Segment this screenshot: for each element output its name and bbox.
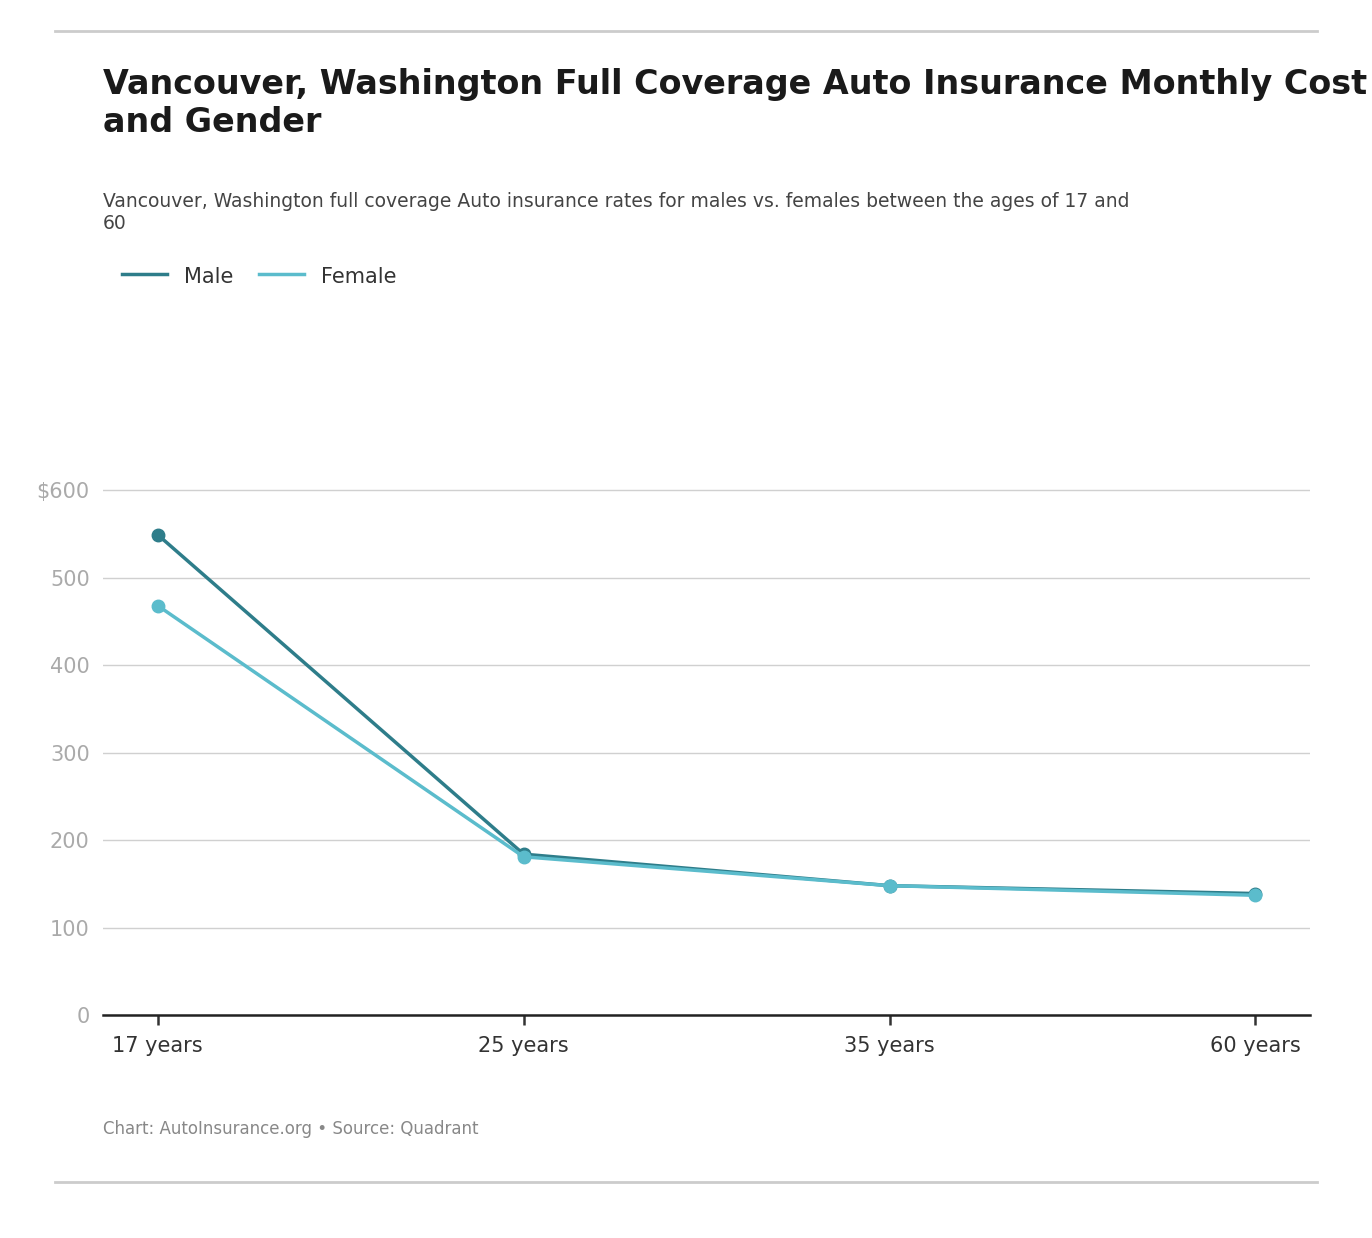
Text: Chart: AutoInsurance.org • Source: Quadrant: Chart: AutoInsurance.org • Source: Quadr… (103, 1120, 479, 1139)
Text: Vancouver, Washington full coverage Auto insurance rates for males vs. females b: Vancouver, Washington full coverage Auto… (103, 192, 1129, 233)
Text: Vancouver, Washington Full Coverage Auto Insurance Monthly Cost by Age
and Gende: Vancouver, Washington Full Coverage Auto… (103, 68, 1372, 140)
Legend: Male, Female: Male, Female (114, 258, 405, 295)
